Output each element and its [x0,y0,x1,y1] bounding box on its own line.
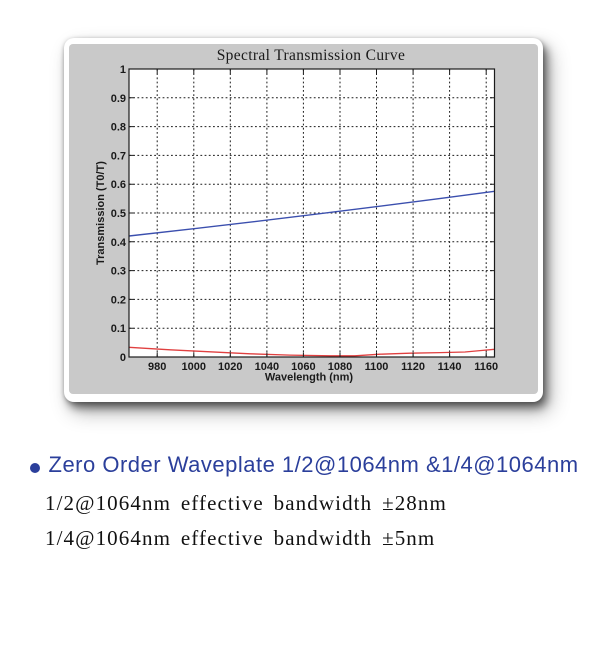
svg-text:Transmission (T0/T): Transmission (T0/T) [95,161,107,265]
svg-text:0.1: 0.1 [111,323,126,335]
svg-text:0.6: 0.6 [111,179,126,191]
svg-text:1080: 1080 [328,361,352,373]
svg-text:1120: 1120 [401,361,425,373]
svg-text:1020: 1020 [218,361,242,373]
svg-text:1100: 1100 [365,361,389,373]
svg-text:0: 0 [120,352,126,364]
svg-text:980: 980 [148,361,166,373]
svg-text:1140: 1140 [438,361,462,373]
svg-text:1000: 1000 [182,361,206,373]
svg-text:1040: 1040 [255,361,279,373]
svg-text:0.8: 0.8 [111,122,126,134]
svg-text:0.7: 0.7 [111,150,126,162]
svg-text:0.4: 0.4 [111,237,127,249]
svg-text:0.9: 0.9 [111,93,126,105]
svg-text:1160: 1160 [474,361,498,373]
svg-text:0.3: 0.3 [111,266,126,278]
svg-text:0.5: 0.5 [111,208,126,220]
svg-text:Wavelength (nm): Wavelength (nm) [265,372,354,384]
svg-text:1: 1 [120,64,126,76]
svg-text:Spectral Transmission Curve: Spectral Transmission Curve [217,47,406,64]
svg-text:1060: 1060 [291,361,315,373]
svg-text:0.2: 0.2 [111,294,126,306]
